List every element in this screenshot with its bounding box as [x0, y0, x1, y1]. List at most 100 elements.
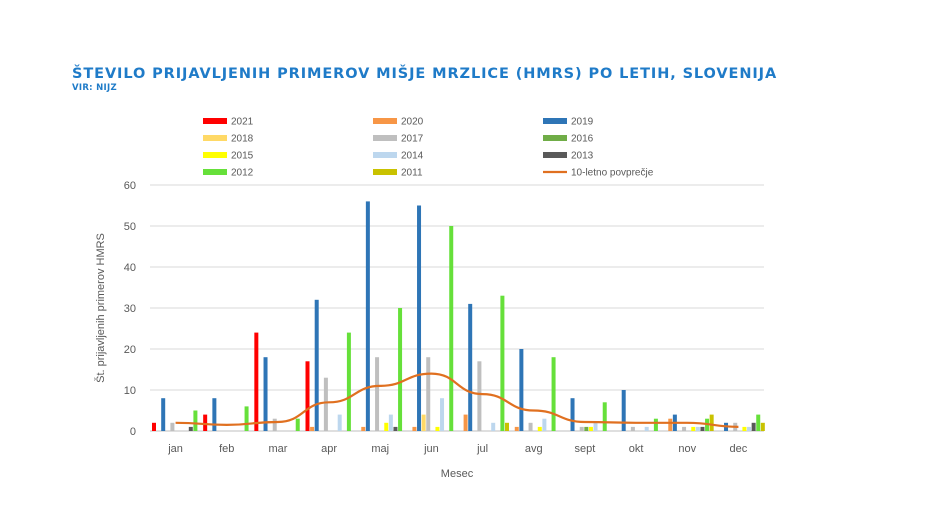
legend-label: 2012 [231, 168, 254, 179]
legend-entry-2013: 2013 [543, 151, 594, 162]
bar-2021-jan [152, 422, 156, 431]
legend-swatch [203, 152, 227, 158]
x-tick-label: nov [678, 443, 696, 455]
legend-label: 2015 [231, 151, 254, 162]
bar-2020-avg [514, 426, 519, 431]
legend-swatch [373, 169, 397, 175]
bar-2014-jul [491, 422, 496, 431]
x-tick-label: dec [730, 443, 748, 455]
legend-entry-2014: 2014 [373, 151, 424, 162]
legend-entry-2021: 2021 [203, 117, 254, 128]
legend-entry-2020: 2020 [373, 117, 424, 128]
legend-entry-2011: 2011 [373, 168, 423, 179]
bar-2011-nov [709, 414, 714, 431]
bar-2014-dec [747, 426, 752, 431]
y-tick-label: 50 [124, 221, 136, 233]
legend-label: 2021 [231, 117, 254, 128]
bar-2020-maj [361, 426, 366, 431]
bar-2017-nov [682, 426, 687, 431]
bar-2019-apr [314, 299, 319, 431]
legend-label: 10-letno povprečje [571, 168, 654, 179]
bar-2017-mar [272, 418, 277, 431]
y-tick-label: 30 [124, 303, 136, 315]
bar-2017-avg [528, 422, 533, 431]
bar-2012-mar [295, 418, 300, 431]
bar-2017-sept [579, 426, 584, 431]
bar-2017-jan [170, 422, 175, 431]
y-tick-label: 10 [124, 385, 136, 397]
bar-2021-feb [203, 414, 208, 431]
bar-2015-jun [435, 426, 440, 431]
bar-2014-okt [644, 426, 649, 431]
bar-2012-maj [398, 308, 403, 431]
x-tick-label: mar [268, 443, 287, 455]
y-axis-label: Št. prijavljenih primerov HMRS [94, 233, 107, 383]
bar-2019-okt [621, 390, 626, 431]
bar-2017-maj [375, 357, 380, 431]
bar-2013-dec [751, 422, 756, 431]
x-tick-label: feb [219, 443, 234, 455]
bar-2020-jul [463, 414, 468, 431]
bar-2014-jun [440, 398, 445, 431]
bar-2014-avg [542, 418, 547, 431]
x-tick-label: okt [629, 443, 644, 455]
bar-2014-maj [388, 414, 393, 431]
legend-label: 2011 [401, 168, 423, 179]
bar-2015-avg [537, 426, 542, 431]
legend-swatch [203, 118, 227, 124]
y-tick-label: 40 [124, 262, 136, 274]
legend-swatch [203, 135, 227, 141]
bar-2019-jun [417, 205, 422, 431]
x-tick-label: apr [321, 443, 337, 455]
bar-2019-avg [519, 349, 524, 431]
average-line [175, 372, 739, 428]
legend-swatch [543, 118, 567, 124]
legend-label: 2019 [571, 117, 594, 128]
y-tick-label: 0 [130, 426, 136, 438]
legend-entry-2019: 2019 [543, 117, 594, 128]
bar-2019-jul [468, 303, 473, 431]
x-tick-label: jan [167, 443, 183, 455]
bar-2017-okt [630, 426, 635, 431]
bar-2015-sept [588, 426, 593, 431]
bar-2015-dec [742, 426, 747, 431]
bar-2019-maj [365, 201, 370, 431]
bar-2012-avg [551, 357, 556, 431]
legend-swatch [203, 169, 227, 175]
legend-entry-2015: 2015 [203, 151, 254, 162]
legend-label: 2017 [401, 134, 424, 145]
legend-swatch [543, 152, 567, 158]
legend-label: 2018 [231, 134, 254, 145]
bar-2020-nov [668, 418, 673, 431]
bar-2011-dec [760, 422, 765, 431]
legend-entry-2017: 2017 [373, 134, 424, 145]
bar-2019-mar [263, 357, 268, 431]
average-line-path [175, 372, 739, 428]
bar-2020-apr [310, 426, 315, 431]
bar-2014-nov [695, 426, 700, 431]
bar-2016-sept [584, 426, 589, 431]
bar-2017-jul [477, 361, 482, 431]
bar-2015-nov [691, 426, 696, 431]
legend-swatch [543, 135, 567, 141]
bars [152, 201, 765, 431]
bar-2014-apr [337, 414, 342, 431]
chart-subtitle: VIR: NIJZ [72, 83, 117, 93]
bar-2019-sept [570, 398, 575, 431]
legend-entry-2012: 2012 [203, 168, 254, 179]
legend-entry-10-letno povprečje: 10-letno povprečje [543, 168, 654, 179]
bar-2012-jan [193, 410, 198, 431]
legend-swatch [373, 118, 397, 124]
y-tick-label: 20 [124, 344, 136, 356]
legend-label: 2013 [571, 151, 594, 162]
legend-entry-2018: 2018 [203, 134, 254, 145]
y-tick-label: 60 [124, 180, 136, 192]
bar-2021-mar [254, 332, 259, 431]
bar-2012-okt [653, 418, 658, 431]
chart-title: ŠTEVILO PRIJAVLJENIH PRIMEROV MIŠJE MRZL… [72, 66, 778, 82]
legend: 2021 2020 2019 2018 2017 2016 2015 2014 2013 2012… [203, 117, 654, 179]
gridlines [150, 184, 764, 432]
x-tick-label: avg [525, 443, 543, 455]
legend-label: 2016 [571, 134, 594, 145]
